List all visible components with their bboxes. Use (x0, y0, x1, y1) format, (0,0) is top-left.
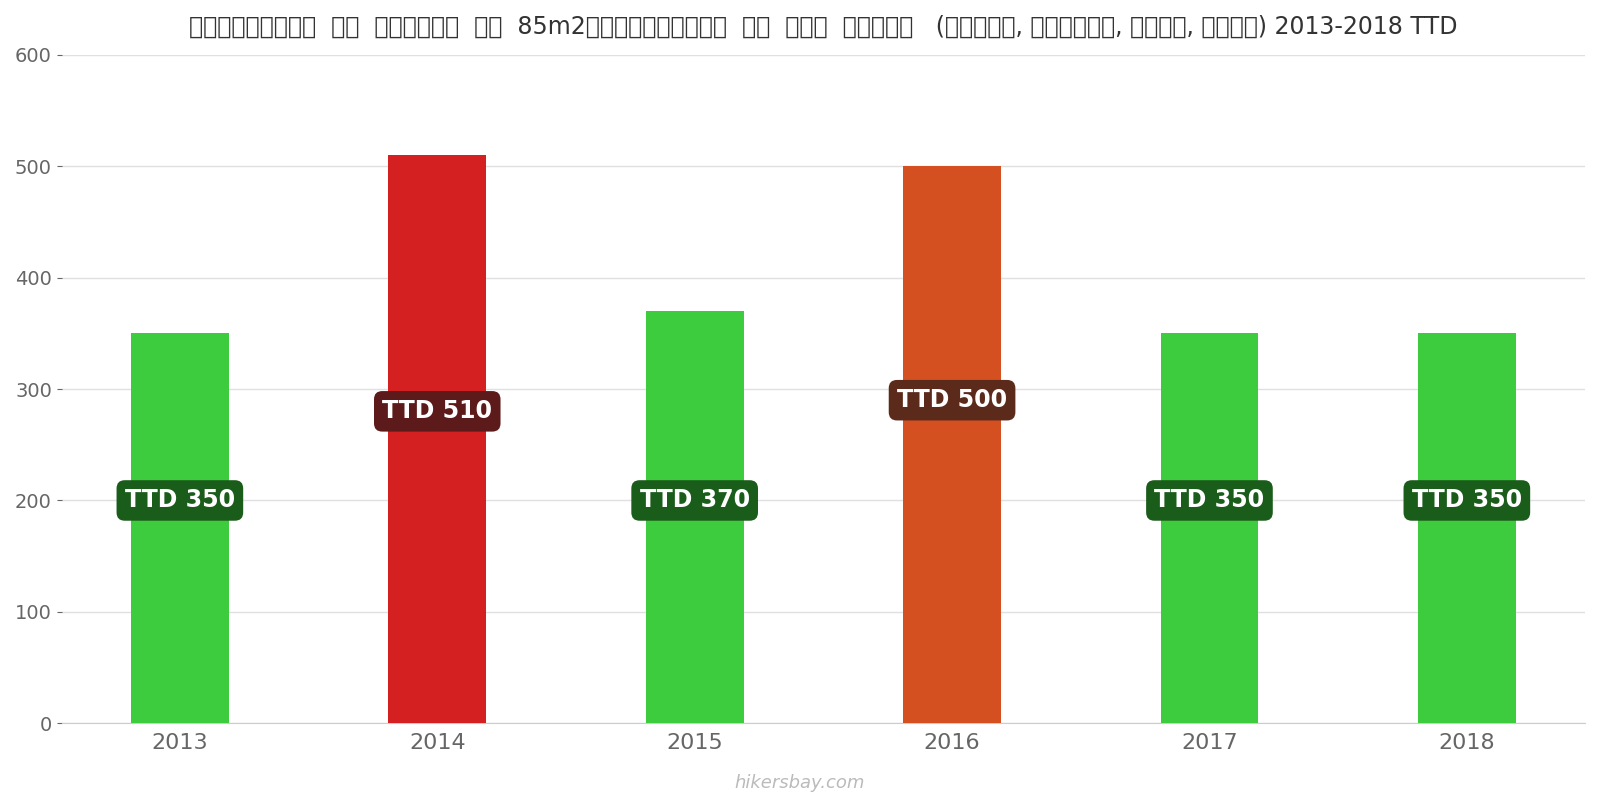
Bar (389, 155, 486, 723)
Text: hikersbay.com: hikersbay.com (734, 774, 866, 792)
Text: TTD 370: TTD 370 (640, 489, 750, 513)
Text: TTD 350: TTD 350 (1411, 489, 1522, 513)
Bar (902, 166, 1002, 723)
Bar (1418, 334, 1515, 723)
Text: TTD 510: TTD 510 (382, 399, 493, 423)
Text: TTD 350: TTD 350 (125, 489, 235, 513)
Bar (1160, 334, 1258, 723)
Title: त्रिनिदाद  और  टोबैगो  एक  85m2अपार्टमेंट  के  लिए  शुल्क   (बिजली, हीटिंग, पानी: त्रिनिदाद और टोबैगो एक 85m2अपार्टमेंट के… (189, 15, 1458, 39)
Bar (131, 334, 229, 723)
Text: TTD 500: TTD 500 (898, 388, 1006, 412)
Bar (646, 311, 744, 723)
Text: TTD 350: TTD 350 (1154, 489, 1264, 513)
